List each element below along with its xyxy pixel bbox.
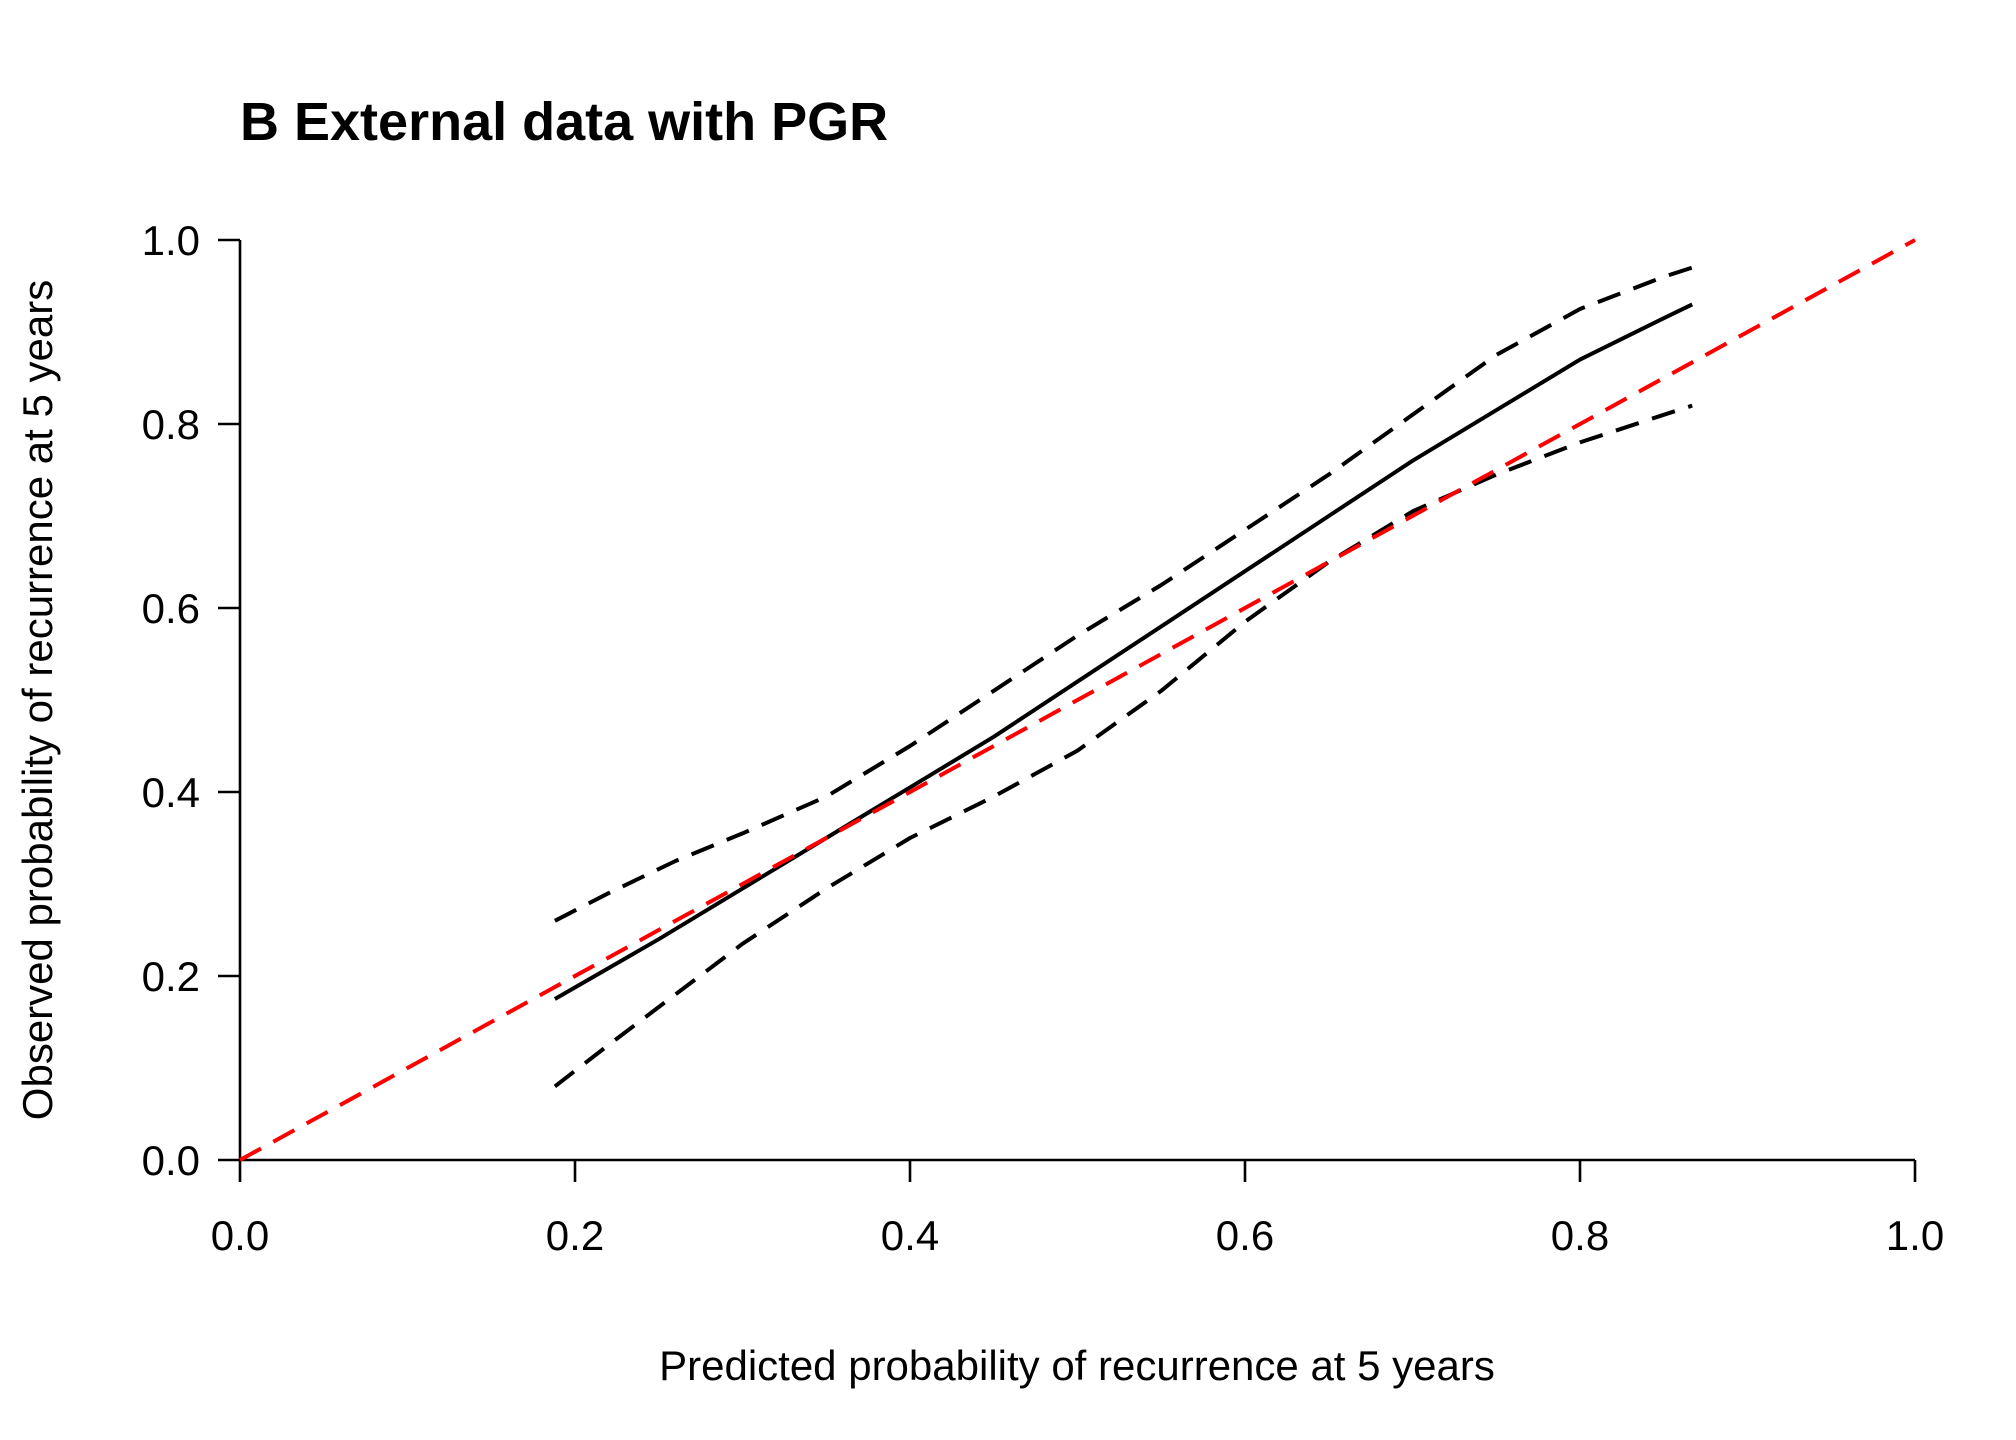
x-tick-label: 0.4 [881,1212,939,1259]
x-ticks: 0.0 0.2 0.4 0.6 0.8 1.0 [211,1160,1944,1259]
upper-confidence-band-line [553,265,1693,923]
y-tick-label: 0.8 [142,401,200,448]
plot-lines [239,238,1916,1162]
axes [238,240,1915,1162]
calibration-curve-line [553,302,1694,1001]
y-tick-label: 0.6 [142,585,200,632]
y-tick-label: 1.0 [142,217,200,264]
chart-title: B External data with PGR [240,92,888,152]
x-tick-label: 0.8 [1551,1212,1609,1259]
y-axis-title: Observed probability of recurrence at 5 … [14,280,61,1120]
x-axis-title: Predicted probability of recurrence at 5… [659,1342,1495,1389]
lower-confidence-band-line [553,403,1693,1088]
y-tick-label: 0.2 [142,953,200,1000]
y-tick-label: 0.4 [142,769,200,816]
x-tick-label: 1.0 [1886,1212,1944,1259]
x-tick-label: 0.2 [546,1212,604,1259]
x-tick-label: 0.6 [1216,1212,1274,1259]
x-tick-label: 0.0 [211,1212,269,1259]
ideal-reference-line [239,238,1916,1162]
y-ticks: 0.0 0.2 0.4 0.6 0.8 1.0 [142,217,240,1184]
y-tick-label: 0.0 [142,1137,200,1184]
